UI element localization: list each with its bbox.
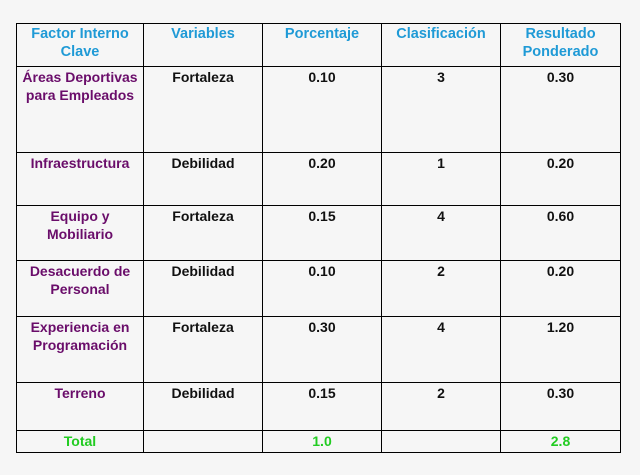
- variable-cell: Debilidad: [143, 260, 263, 317]
- total-row: Total 1.0 2.8: [16, 430, 621, 453]
- porcentaje-cell: 0.10: [262, 66, 382, 153]
- factor-cell: Áreas Deportivas para Empleados: [16, 66, 144, 153]
- header-resultado: Resultado Ponderado: [500, 23, 621, 67]
- porcentaje-cell: 0.30: [262, 316, 382, 383]
- table-row: Experiencia en Programación Fortaleza 0.…: [16, 316, 621, 383]
- clasificacion-cell: 4: [381, 205, 501, 261]
- header-variables: Variables: [143, 23, 263, 67]
- resultado-cell: 0.60: [500, 205, 621, 261]
- clasificacion-cell: 4: [381, 316, 501, 383]
- porcentaje-cell: 0.15: [262, 382, 382, 431]
- variable-cell: Debilidad: [143, 152, 263, 206]
- total-label: Total: [16, 430, 144, 453]
- resultado-cell: 0.30: [500, 66, 621, 153]
- factor-cell: Infraestructura: [16, 152, 144, 206]
- total-clasificacion: [381, 430, 501, 453]
- porcentaje-cell: 0.20: [262, 152, 382, 206]
- variable-cell: Fortaleza: [143, 205, 263, 261]
- table-row: Infraestructura Debilidad 0.20 1 0.20: [16, 152, 621, 206]
- variable-cell: Fortaleza: [143, 66, 263, 153]
- resultado-cell: 0.30: [500, 382, 621, 431]
- table-row: Áreas Deportivas para Empleados Fortalez…: [16, 66, 621, 153]
- efi-matrix-table: Factor Interno Clave Variables Porcentaj…: [16, 23, 621, 453]
- factor-cell: Experiencia en Programación: [16, 316, 144, 383]
- header-clasificacion: Clasificación: [381, 23, 501, 67]
- total-porcentaje: 1.0: [262, 430, 382, 453]
- porcentaje-cell: 0.15: [262, 205, 382, 261]
- total-resultado: 2.8: [500, 430, 621, 453]
- clasificacion-cell: 2: [381, 382, 501, 431]
- total-variable: [143, 430, 263, 453]
- factor-cell: Terreno: [16, 382, 144, 431]
- resultado-cell: 0.20: [500, 152, 621, 206]
- variable-cell: Fortaleza: [143, 316, 263, 383]
- resultado-cell: 0.20: [500, 260, 621, 317]
- variable-cell: Debilidad: [143, 382, 263, 431]
- header-factor: Factor Interno Clave: [16, 23, 144, 67]
- header-row: Factor Interno Clave Variables Porcentaj…: [16, 23, 621, 67]
- factor-cell: Desacuerdo de Personal: [16, 260, 144, 317]
- table-row: Desacuerdo de Personal Debilidad 0.10 2 …: [16, 260, 621, 317]
- header-porcentaje: Porcentaje: [262, 23, 382, 67]
- clasificacion-cell: 3: [381, 66, 501, 153]
- factor-cell: Equipo y Mobiliario: [16, 205, 144, 261]
- porcentaje-cell: 0.10: [262, 260, 382, 317]
- resultado-cell: 1.20: [500, 316, 621, 383]
- clasificacion-cell: 1: [381, 152, 501, 206]
- table-row: Terreno Debilidad 0.15 2 0.30: [16, 382, 621, 431]
- clasificacion-cell: 2: [381, 260, 501, 317]
- table-row: Equipo y Mobiliario Fortaleza 0.15 4 0.6…: [16, 205, 621, 261]
